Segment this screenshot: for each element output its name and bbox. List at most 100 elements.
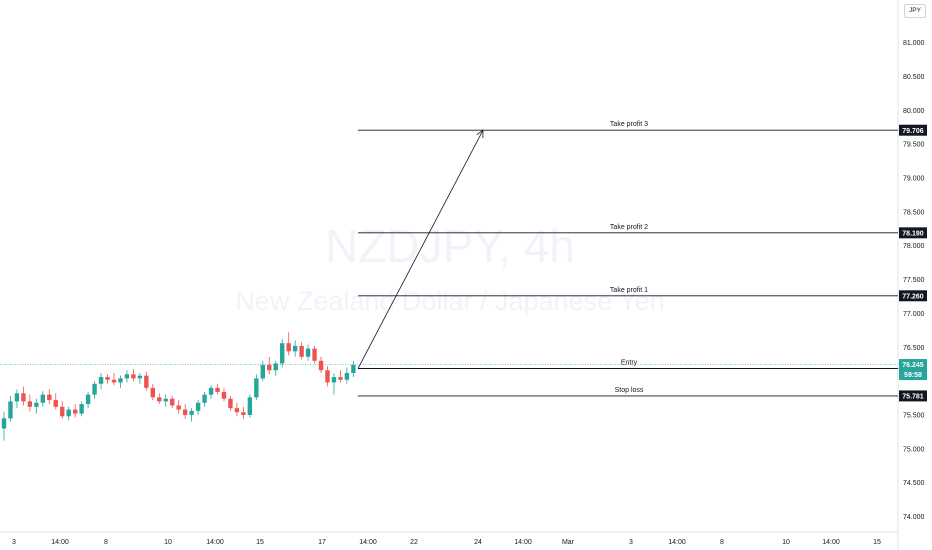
time-axis[interactable]: 3 14:00 8 10 14:00 15 17 14:00 22 24 14:00 Mar 3 14:0… bbox=[12, 539, 881, 546]
candle-body bbox=[299, 345, 304, 357]
time-tick-label: 14:00 bbox=[668, 539, 686, 546]
time-tick-label: 22 bbox=[410, 539, 418, 546]
candle-body bbox=[53, 400, 58, 407]
candle-body bbox=[305, 348, 311, 357]
candle-body bbox=[66, 409, 71, 417]
current-price-tag bbox=[899, 359, 927, 381]
projection-arrow[interactable] bbox=[357, 130, 484, 369]
level-label: Take profit 3 bbox=[610, 121, 648, 128]
candle-body bbox=[72, 409, 78, 414]
price-tick-label: 78.000 bbox=[903, 243, 925, 250]
price-tick-label: 81.000 bbox=[903, 40, 925, 47]
time-tick-label: 3 bbox=[629, 539, 633, 546]
price-tick-label: 74.500 bbox=[903, 480, 925, 487]
price-tags: 79.70678.19077.26076.18675.78176.24559:5… bbox=[899, 124, 927, 402]
candle-body bbox=[111, 379, 117, 383]
candle-body bbox=[182, 409, 188, 415]
candle-body bbox=[170, 398, 175, 406]
candle-body bbox=[85, 394, 91, 405]
time-tick-label: 8 bbox=[720, 539, 724, 546]
candle-body bbox=[176, 405, 181, 410]
price-tick-label: 77.500 bbox=[903, 277, 925, 284]
currency-selector[interactable]: JPY bbox=[904, 4, 926, 18]
level-price-tag bbox=[899, 290, 927, 302]
candle-body bbox=[241, 412, 246, 415]
price-tick-label: 77.000 bbox=[903, 311, 925, 318]
price-tick-label: 78.500 bbox=[903, 209, 925, 216]
candle-body bbox=[338, 377, 343, 380]
candle-body bbox=[195, 402, 201, 411]
candle-body bbox=[137, 375, 143, 379]
candle-body bbox=[267, 364, 272, 371]
price-tick-label: 80.000 bbox=[903, 108, 925, 115]
time-tick-label: Mar bbox=[562, 539, 575, 546]
candle-body bbox=[234, 408, 240, 413]
candle-body bbox=[163, 398, 168, 402]
candle-body bbox=[286, 343, 291, 352]
candle-body bbox=[34, 402, 39, 407]
level-price-tag-text: 77.260 bbox=[902, 293, 924, 300]
candle-body bbox=[105, 377, 110, 380]
watermark-name: New Zealand Dollar / Japanese Yen bbox=[235, 286, 664, 316]
candle-body bbox=[131, 374, 136, 379]
candle-body bbox=[144, 375, 149, 388]
candle-body bbox=[247, 397, 253, 415]
candle-body bbox=[150, 387, 156, 398]
time-tick-label: 14:00 bbox=[359, 539, 377, 546]
time-tick-label: 14:00 bbox=[822, 539, 840, 546]
candle-body bbox=[273, 363, 278, 371]
candle-body bbox=[157, 397, 162, 402]
price-tick-label: 80.500 bbox=[903, 74, 925, 81]
time-tick-label: 14:00 bbox=[206, 539, 224, 546]
candle-body bbox=[92, 383, 97, 395]
price-tick-label: 79.000 bbox=[903, 176, 925, 183]
candle-body bbox=[344, 372, 350, 380]
candle-body bbox=[351, 364, 356, 373]
level-price-tag-text: 79.706 bbox=[902, 128, 924, 135]
time-tick-label: 15 bbox=[873, 539, 881, 546]
time-tick-label: 15 bbox=[256, 539, 264, 546]
candle-body bbox=[292, 345, 298, 352]
candle-body bbox=[325, 370, 330, 383]
candle-body bbox=[228, 398, 233, 409]
level-price-tag bbox=[899, 227, 927, 239]
candle-body bbox=[118, 378, 123, 383]
candle-body bbox=[1, 418, 7, 429]
level-price-tag bbox=[899, 124, 927, 136]
level-label: Stop loss bbox=[615, 387, 644, 394]
projection-arrowhead bbox=[476, 129, 484, 139]
time-tick-label: 10 bbox=[782, 539, 790, 546]
time-tick-label: 10 bbox=[164, 539, 172, 546]
candle-body bbox=[280, 343, 285, 364]
level-label: Take profit 2 bbox=[610, 224, 648, 231]
time-tick-label: 24 bbox=[474, 539, 482, 546]
candle-body bbox=[208, 387, 214, 395]
level-price-tag-text: 75.781 bbox=[902, 394, 924, 401]
price-tick-label: 74.000 bbox=[903, 514, 925, 521]
candle-body bbox=[21, 393, 26, 402]
bar-countdown-text: 59:58 bbox=[904, 372, 922, 379]
price-axis[interactable]: 81.000 80.500 80.000 79.500 79.000 78.500 78.0… bbox=[903, 40, 925, 521]
candle-body bbox=[312, 348, 317, 361]
level-label: Entry bbox=[621, 360, 638, 367]
current-price-tag-text: 76.245 bbox=[902, 362, 924, 369]
level-price-tag bbox=[899, 390, 927, 402]
price-tick-label: 75.000 bbox=[903, 446, 925, 453]
candle-body bbox=[14, 393, 20, 402]
candle-body bbox=[202, 394, 207, 403]
time-tick-label: 14:00 bbox=[514, 539, 532, 546]
candle-body bbox=[124, 374, 130, 379]
watermark-symbol: NZDJPY, 4h bbox=[325, 220, 575, 272]
candle-body bbox=[215, 387, 220, 392]
candle-body bbox=[331, 377, 337, 383]
candle-body bbox=[318, 360, 324, 371]
price-tick-label: 79.500 bbox=[903, 142, 925, 149]
level-label: Take profit 1 bbox=[610, 287, 648, 294]
candle-body bbox=[98, 377, 104, 384]
levels-group: Take profit 3 Take profit 2 Take profit 1 E… bbox=[358, 121, 898, 397]
candle-body bbox=[189, 410, 194, 415]
candle-body bbox=[27, 401, 33, 407]
candle-body bbox=[47, 394, 52, 401]
candle-body bbox=[260, 364, 265, 379]
